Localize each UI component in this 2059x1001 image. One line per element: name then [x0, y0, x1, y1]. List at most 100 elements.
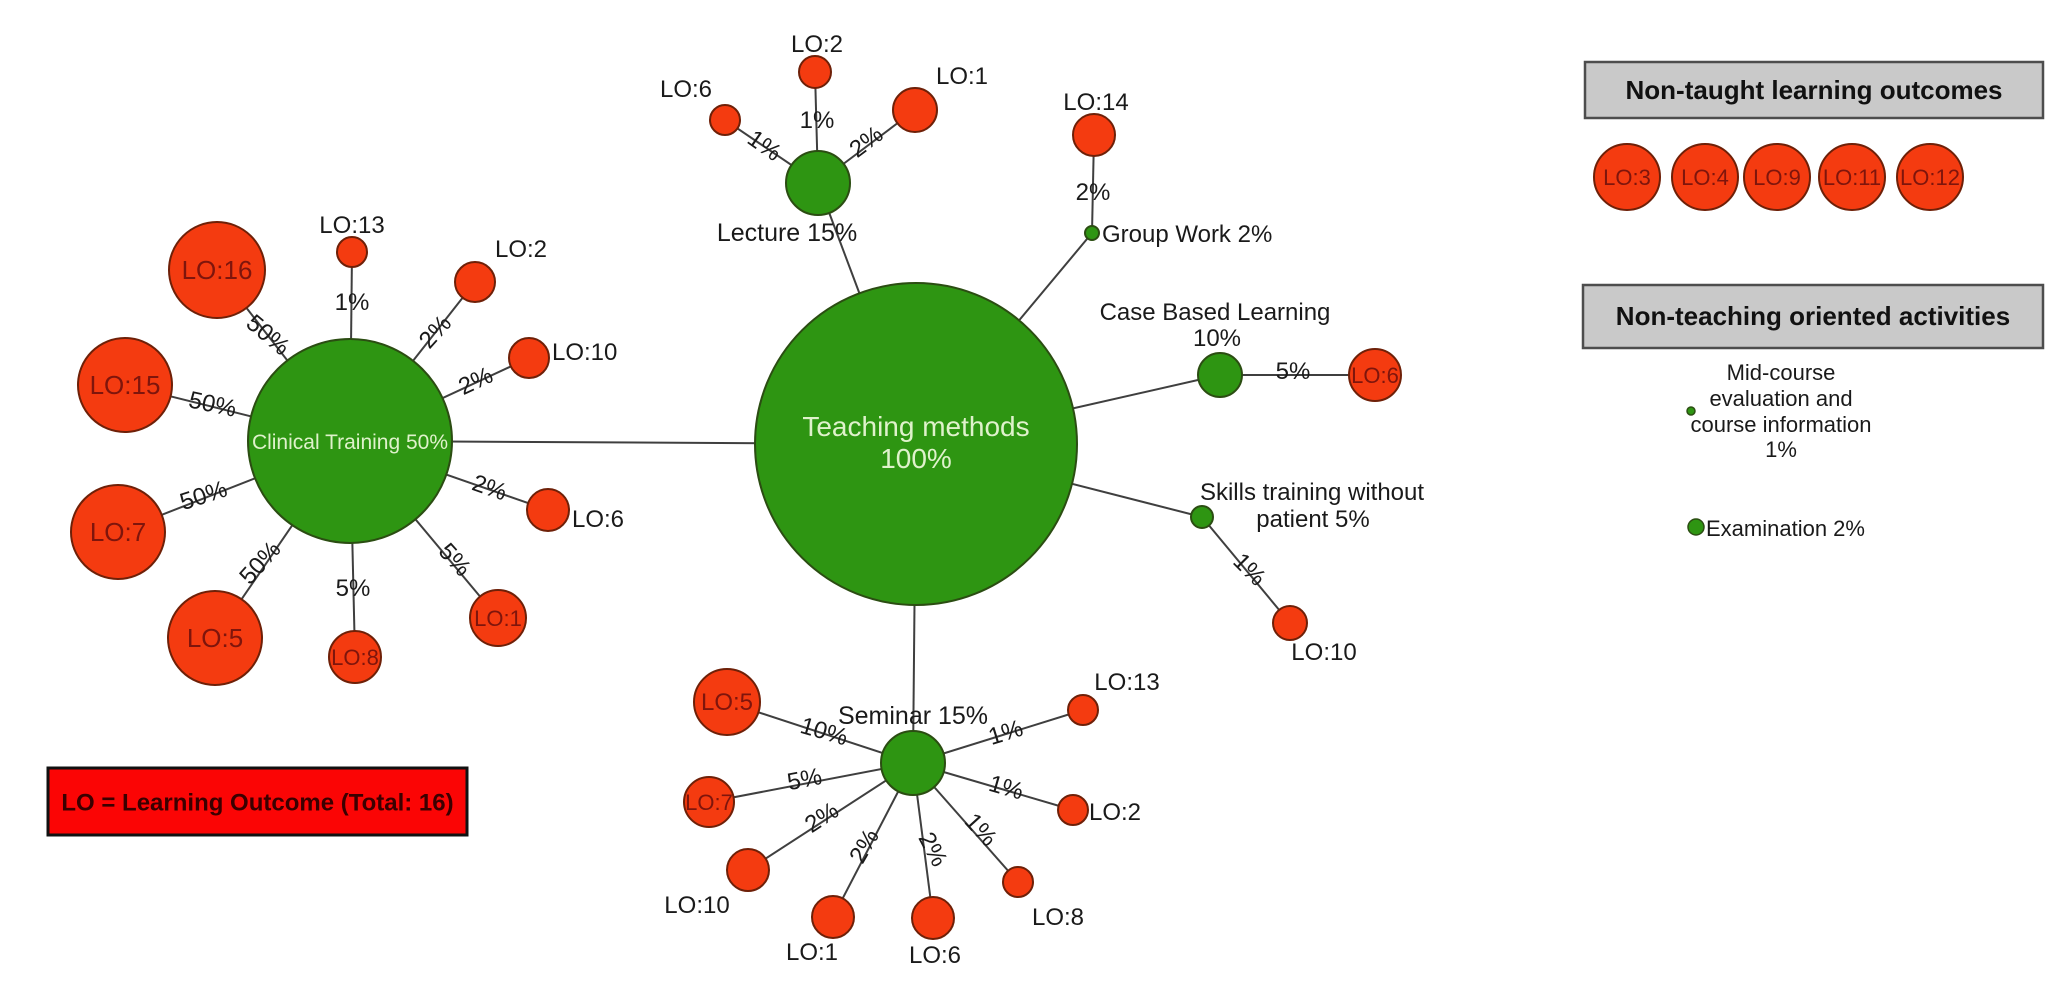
edge-label-clinical-cl-lo10: 2% — [454, 362, 497, 401]
node-cl-lo1-outcome-circle — [469, 589, 527, 647]
edge-skills-sk-lo10 — [1201, 516, 1291, 624]
node-skills-hub-circle — [1190, 505, 1214, 529]
non-taught-outcome-circle-lo11 — [1818, 143, 1886, 211]
node-label-cl-lo15: LO:15 — [90, 370, 161, 400]
node-cl-lo2-outcome-circle — [454, 261, 496, 303]
panel-box-non-teaching — [1581, 283, 2045, 350]
activity-label-0: Mid-course — [1727, 360, 1836, 385]
node-label-cbl-line2: 10% — [1193, 325, 1241, 352]
node-label-lec-lo1: LO:1 — [936, 63, 988, 90]
node-label-skills-line2: patient 5% — [1256, 506, 1369, 533]
activity-label-0: 1% — [1765, 437, 1797, 462]
node-gw-lo14-outcome-circle — [1072, 113, 1116, 157]
edge-label-clinical-cl-lo16: 50% — [241, 309, 295, 361]
node-label-teaching-line2: 100% — [880, 443, 952, 474]
node-lec-lo6-outcome-circle — [709, 104, 741, 136]
node-label-sem-lo5: LO:5 — [701, 689, 753, 716]
activity-label-0: course information — [1691, 412, 1872, 437]
activity-label-0: evaluation and — [1709, 386, 1852, 411]
edge-label-seminar-sem-lo6: 2% — [913, 828, 953, 871]
node-cl-lo15-outcome-circle — [77, 337, 173, 433]
node-label-groupwork: Group Work 2% — [1102, 221, 1272, 248]
node-label-cl-lo5: LO:5 — [187, 623, 243, 653]
node-label-cl-lo8: LO:8 — [331, 645, 379, 670]
non-taught-outcome-circle-lo3 — [1593, 143, 1661, 211]
edge-label-cbl-cbl-lo6: 5% — [1276, 358, 1311, 385]
activity-dot-1 — [1687, 518, 1705, 536]
node-groupwork-hub-circle — [1084, 225, 1100, 241]
non-taught-outcome-circle-lo9 — [1743, 143, 1811, 211]
edge-label-clinical-cl-lo8: 5% — [336, 575, 371, 602]
edge-label-seminar-sem-lo8: 1% — [959, 808, 1002, 852]
node-label-lec-lo2: LO:2 — [791, 31, 843, 58]
edge-label-lecture-lec-lo2: 1% — [800, 107, 835, 134]
node-teaching-hub-circle — [754, 282, 1078, 606]
node-label-cl-lo10: LO:10 — [552, 339, 617, 366]
non-taught-outcome-circle-lo4 — [1671, 143, 1739, 211]
node-sem-lo13-outcome-circle — [1067, 694, 1099, 726]
node-cl-lo7-outcome-circle — [70, 484, 166, 580]
node-label-sem-lo13: LO:13 — [1094, 669, 1159, 696]
legend-box — [46, 766, 469, 837]
node-sem-lo6-outcome-circle — [911, 896, 955, 940]
node-sem-lo8-outcome-circle — [1002, 866, 1034, 898]
node-sem-lo7-outcome-circle — [683, 776, 735, 828]
node-label-sem-lo2: LO:2 — [1089, 799, 1141, 826]
node-label-cl-lo1: LO:1 — [474, 606, 522, 631]
node-label-cl-lo6: LO:6 — [572, 506, 624, 533]
node-label-cbl-lo6: LO:6 — [1351, 363, 1399, 388]
node-label-sem-lo6: LO:6 — [909, 942, 961, 969]
node-cl-lo16-outcome-circle — [168, 221, 266, 319]
node-label-lec-lo6: LO:6 — [660, 76, 712, 103]
node-cbl-lo6-outcome-circle — [1348, 348, 1402, 402]
node-label-cl-lo7: LO:7 — [90, 517, 146, 547]
node-label-teaching-line1: Teaching methods — [802, 411, 1029, 442]
node-sem-lo1-outcome-circle — [811, 895, 855, 939]
non-taught-outcome-circle-lo12 — [1896, 143, 1964, 211]
node-label-cl-lo16: LO:16 — [182, 255, 253, 285]
node-lec-lo2-outcome-circle — [798, 55, 832, 89]
node-sk-lo10-outcome-circle — [1272, 605, 1308, 641]
node-label-sem-lo7: LO:7 — [685, 790, 733, 815]
non-taught-outcome-label: LO:12 — [1900, 165, 1960, 190]
node-lec-lo1-outcome-circle — [892, 87, 938, 133]
node-label-cbl-line1: Case Based Learning — [1100, 299, 1331, 326]
node-label-gw-lo14: LO:14 — [1063, 89, 1128, 116]
node-label-clinical: Clinical Training 50% — [252, 431, 448, 454]
node-label-sem-lo8: LO:8 — [1032, 904, 1084, 931]
non-taught-outcome-label: LO:4 — [1681, 165, 1729, 190]
edge-label-clinical-cl-lo2: 2% — [414, 310, 457, 354]
node-seminar-hub-circle — [880, 730, 946, 796]
node-label-sem-lo1: LO:1 — [786, 939, 838, 966]
node-sem-lo2-outcome-circle — [1057, 794, 1089, 826]
node-label-sem-lo10: LO:10 — [664, 892, 729, 919]
node-label-cl-lo13: LO:13 — [319, 212, 384, 239]
node-sem-lo5-outcome-circle — [693, 668, 761, 736]
panel-title-non-teaching: Non-teaching oriented activities — [1616, 301, 2010, 331]
panel-box-non-taught — [1583, 60, 2045, 120]
edge-label-groupwork-gw-lo14: 2% — [1076, 179, 1111, 206]
node-cbl-hub-circle — [1197, 352, 1243, 398]
node-lecture-hub-circle — [785, 150, 851, 216]
edge-label-clinical-cl-lo7: 50% — [177, 476, 231, 517]
node-cl-lo5-outcome-circle — [167, 590, 263, 686]
edge-label-seminar-sem-lo7: 5% — [785, 763, 824, 796]
node-cl-lo13-outcome-circle — [336, 236, 368, 268]
edge-label-clinical-cl-lo6: 2% — [469, 469, 511, 506]
node-label-cl-lo2: LO:2 — [495, 236, 547, 263]
edge-seminar-sem-lo7 — [708, 762, 914, 803]
activity-label-1: Examination 2% — [1706, 516, 1865, 541]
non-taught-outcome-label: LO:9 — [1753, 165, 1801, 190]
edge-label-clinical-cl-lo15: 50% — [186, 386, 239, 422]
node-label-lecture: Lecture 15% — [717, 219, 857, 247]
edge-label-clinical-cl-lo13: 1% — [335, 289, 370, 316]
edge-label-seminar-sem-lo13: 1% — [985, 715, 1026, 751]
node-cl-lo8-outcome-circle — [328, 630, 382, 684]
node-label-sk-lo10: LO:10 — [1291, 639, 1356, 666]
non-taught-outcome-label: LO:11 — [1823, 165, 1881, 190]
edge-label-lecture-lec-lo6: 1% — [742, 125, 786, 167]
panel-title-non-taught: Non-taught learning outcomes — [1626, 75, 2003, 105]
node-cl-lo6-outcome-circle — [526, 488, 570, 532]
